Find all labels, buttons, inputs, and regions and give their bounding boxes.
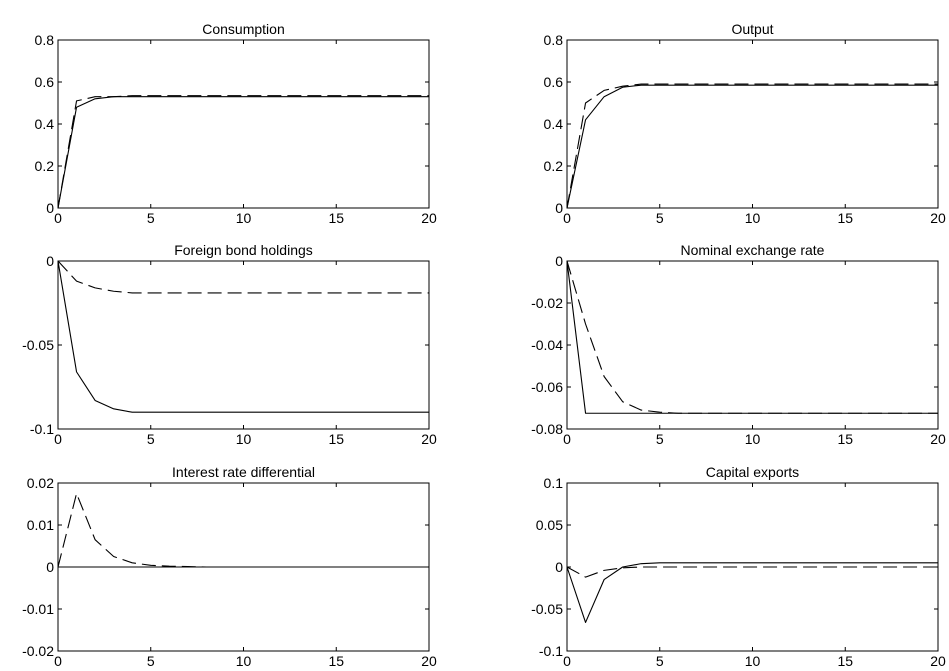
subplot-1: Consumption 0 5 10 15 20 0 0.2 0.4 0.6 0.8 xyxy=(35,21,437,226)
x-tick-label: 15 xyxy=(837,210,853,226)
x-tick-label: 20 xyxy=(930,210,946,226)
x-tick-label: 0 xyxy=(54,210,62,226)
x-tick-label: 15 xyxy=(328,210,344,226)
y-tick-label: 0.6 xyxy=(35,74,55,90)
y-tick-label: -0.05 xyxy=(22,337,54,353)
series-line-dashed xyxy=(566,260,938,414)
y-tick-label: 0.2 xyxy=(35,158,55,174)
x-tick-label: 10 xyxy=(236,653,252,669)
series-line-dashed xyxy=(57,492,429,568)
subplot-title: Interest rate differential xyxy=(172,464,315,480)
y-tick-label: -0.01 xyxy=(22,601,54,617)
y-tick-label: 0.2 xyxy=(544,158,564,174)
x-tick-label: 15 xyxy=(837,431,853,447)
x-tick-label: 0 xyxy=(563,431,571,447)
subplot-title: Nominal exchange rate xyxy=(681,242,825,258)
x-tick-label: 5 xyxy=(656,210,664,226)
axes-frame xyxy=(566,260,939,430)
x-tick-label: 0 xyxy=(54,653,62,669)
y-tick-label: -0.1 xyxy=(539,643,563,659)
subplot-2: Output 0 5 10 15 20 0 0.2 0.4 0.6 0.8 xyxy=(544,21,946,226)
y-tick-label: -0.02 xyxy=(531,295,563,311)
series-line-solid xyxy=(57,260,429,413)
y-tick-label: 0.05 xyxy=(536,517,563,533)
x-tick-label: 5 xyxy=(656,653,664,669)
x-tick-label: 15 xyxy=(328,653,344,669)
y-tick-label: 0.4 xyxy=(544,116,564,132)
y-tick-label: 0.8 xyxy=(544,32,564,48)
y-tick-label: 0.6 xyxy=(544,74,564,90)
subplot-title: Output xyxy=(731,21,773,37)
y-tick-label: 0.01 xyxy=(27,517,54,533)
subplot-6: Capital exports 0 5 10 15 20 -0.1 -0.05 0 0.05 0.1 xyxy=(531,464,946,669)
y-tick-label: -0.1 xyxy=(30,421,54,437)
series-line-dashed xyxy=(566,566,938,578)
subplot-5: Interest rate differential 0 5 10 15 20 -0.02 -… xyxy=(22,464,437,669)
x-tick-label: 5 xyxy=(147,431,155,447)
x-tick-label: 5 xyxy=(656,431,664,447)
y-tick-label: 0.8 xyxy=(35,32,55,48)
y-tick-label: -0.05 xyxy=(531,601,563,617)
subplot-4: Nominal exchange rate 0 5 10 15 20 -0.08 -0.06 -… xyxy=(531,242,946,447)
y-tick-label: 0.4 xyxy=(35,116,55,132)
x-tick-label: 20 xyxy=(930,431,946,447)
x-tick-label: 5 xyxy=(147,210,155,226)
subplot-title: Capital exports xyxy=(706,464,799,480)
axes-frame xyxy=(57,39,430,209)
y-tick-label: 0 xyxy=(555,559,563,575)
x-tick-label: 15 xyxy=(837,653,853,669)
y-tick-label: 0 xyxy=(46,253,54,269)
x-tick-label: 10 xyxy=(745,653,761,669)
subplot-title: Foreign bond holdings xyxy=(174,242,313,258)
x-tick-label: 0 xyxy=(563,653,571,669)
x-tick-label: 0 xyxy=(563,210,571,226)
series-line-solid xyxy=(566,84,938,209)
y-tick-label: -0.06 xyxy=(531,379,563,395)
x-tick-label: 20 xyxy=(421,653,437,669)
x-tick-label: 20 xyxy=(421,431,437,447)
x-tick-label: 0 xyxy=(54,431,62,447)
y-tick-label: 0 xyxy=(46,559,54,575)
x-tick-label: 20 xyxy=(421,210,437,226)
x-tick-label: 15 xyxy=(328,431,344,447)
x-tick-label: 10 xyxy=(236,431,252,447)
x-tick-label: 10 xyxy=(745,431,761,447)
series-line-dashed xyxy=(57,95,429,209)
series-line-dashed xyxy=(57,260,429,294)
y-tick-label: -0.08 xyxy=(531,421,563,437)
x-tick-label: 10 xyxy=(236,210,252,226)
subplot-3: Foreign bond holdings 0 5 10 15 20 -0.1 -0.05 0 xyxy=(22,242,437,447)
y-tick-label: 0.02 xyxy=(27,475,54,491)
y-tick-label: 0.1 xyxy=(544,475,564,491)
y-tick-label: 0 xyxy=(46,200,54,216)
y-tick-label: -0.02 xyxy=(22,643,54,659)
series-line-solid xyxy=(566,562,938,623)
axes-frame xyxy=(566,39,939,209)
x-tick-label: 20 xyxy=(930,653,946,669)
subplot-title: Consumption xyxy=(202,21,285,37)
axes-frame xyxy=(57,260,430,430)
x-tick-label: 10 xyxy=(745,210,761,226)
series-line-dashed xyxy=(566,83,938,209)
y-tick-label: -0.04 xyxy=(531,337,563,353)
x-tick-label: 5 xyxy=(147,653,155,669)
y-tick-label: 0 xyxy=(555,200,563,216)
y-tick-label: 0 xyxy=(555,253,563,269)
